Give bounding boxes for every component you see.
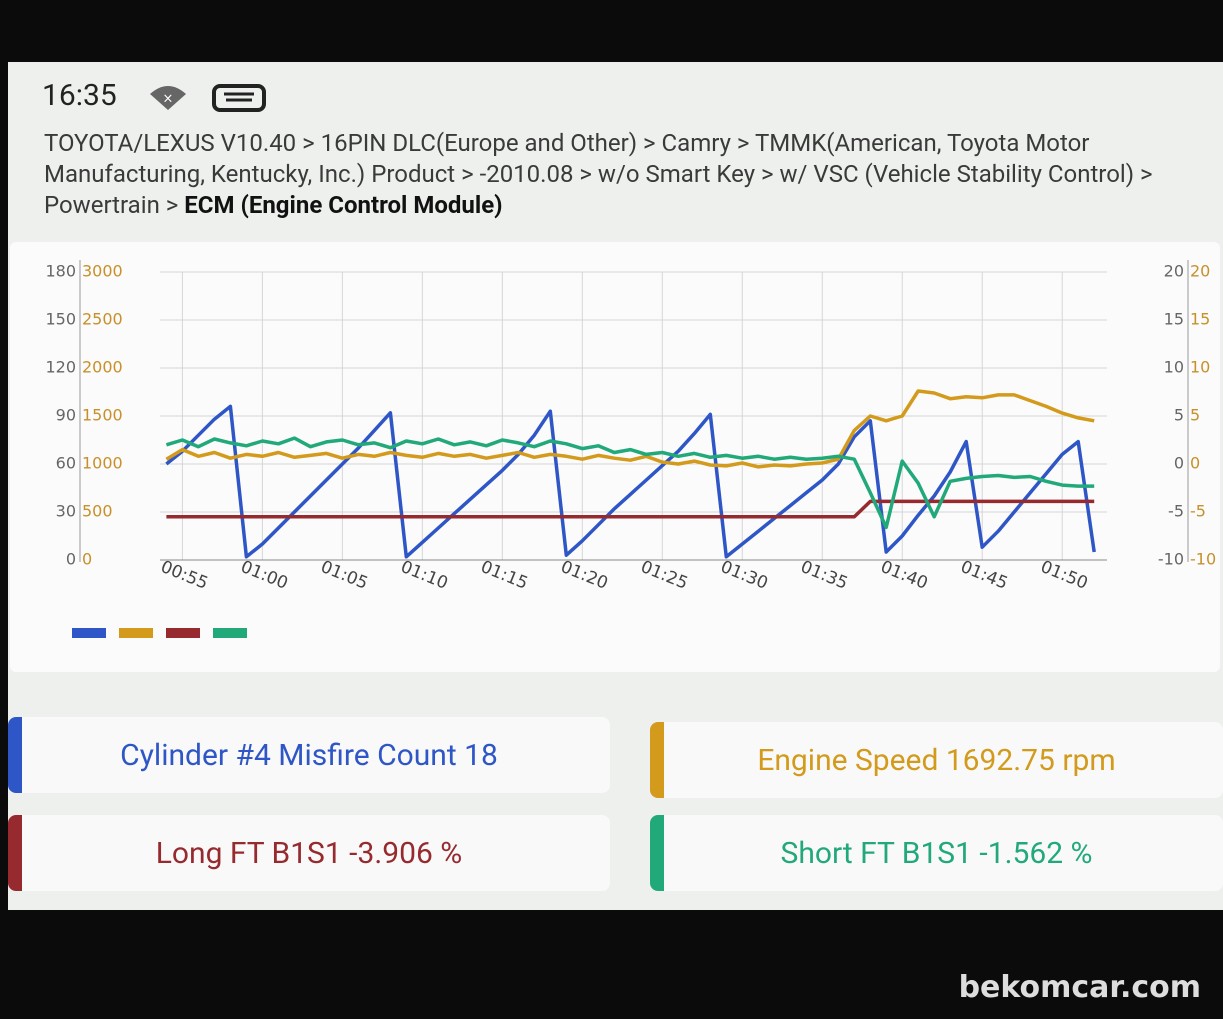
y-tick-label: 20 <box>1190 262 1210 281</box>
x-tick-label: 01:05 <box>318 557 371 594</box>
x-tick-label: 01:35 <box>798 557 851 594</box>
series-line <box>166 391 1094 467</box>
value-card: Cylinder #4 Misfire Count 18 <box>8 717 610 793</box>
legend-swatch <box>213 628 247 638</box>
series-line <box>166 438 1094 527</box>
screen: 16:35 × TOYOTA/LEXUS V10.40 > 16PIN DLC(… <box>8 62 1223 910</box>
card-stripe <box>650 815 664 891</box>
value-card: Engine Speed 1692.75 rpm <box>650 722 1223 798</box>
x-tick-label: 01:30 <box>718 557 771 594</box>
x-tick-label: 01:20 <box>558 557 611 594</box>
watermark: bekomcar.com <box>959 970 1201 1005</box>
y-tick-label: 10 <box>1190 358 1210 377</box>
wifi-x: × <box>163 92 174 107</box>
breadcrumb: TOYOTA/LEXUS V10.40 > 16PIN DLC(Europe a… <box>44 128 1184 221</box>
y-tick-label: 500 <box>82 502 113 521</box>
y-tick-label: 15 <box>1164 310 1184 329</box>
y-tick-label: 5 <box>1190 406 1200 425</box>
y-tick-label: -10 <box>1158 550 1184 569</box>
card-label: Long FT B1S1 -3.906 % <box>156 836 462 871</box>
card-stripe <box>650 722 664 798</box>
card-label: Short FT B1S1 -1.562 % <box>781 836 1093 871</box>
x-tick-label: 01:45 <box>958 557 1011 594</box>
y-tick-label: 1500 <box>82 406 123 425</box>
y-tick-label: 3000 <box>82 262 123 281</box>
value-card: Short FT B1S1 -1.562 % <box>650 815 1223 891</box>
x-tick-label: 01:50 <box>1038 557 1091 594</box>
y-tick-label: 0 <box>1174 454 1184 473</box>
series-line <box>166 501 1094 516</box>
y-tick-label: 1000 <box>82 454 123 473</box>
status-time: 16:35 <box>42 78 117 113</box>
y-tick-label: 0 <box>66 550 76 569</box>
x-tick-label: 01:10 <box>398 557 451 594</box>
y-tick-label: -5 <box>1190 502 1206 521</box>
x-tick-label: 01:40 <box>878 557 931 594</box>
page: 16:35 × TOYOTA/LEXUS V10.40 > 16PIN DLC(… <box>0 0 1223 1019</box>
x-tick-label: 00:55 <box>158 557 211 594</box>
card-label: Engine Speed 1692.75 rpm <box>757 743 1115 778</box>
y-tick-label: 120 <box>45 358 76 377</box>
card-label: Cylinder #4 Misfire Count 18 <box>120 738 498 773</box>
obd-pins <box>224 94 254 100</box>
x-tick-label: 01:25 <box>638 557 691 594</box>
chart: 0306090120150180050010001500200025003000… <box>10 242 1220 672</box>
legend-swatch <box>119 628 153 638</box>
y-tick-label: -10 <box>1190 550 1216 569</box>
y-tick-label: 30 <box>56 502 76 521</box>
y-tick-label: -5 <box>1168 502 1184 521</box>
y-tick-label: 2000 <box>82 358 123 377</box>
y-tick-label: 2500 <box>82 310 123 329</box>
card-stripe <box>8 717 22 793</box>
status-icons: × <box>148 82 268 114</box>
y-tick-label: 10 <box>1164 358 1184 377</box>
x-tick-label: 01:00 <box>238 557 291 594</box>
card-stripe <box>8 815 22 891</box>
y-tick-label: 180 <box>45 262 76 281</box>
obd-icon <box>214 86 264 110</box>
y-tick-label: 5 <box>1174 406 1184 425</box>
y-tick-label: 15 <box>1190 310 1210 329</box>
x-tick-label: 01:15 <box>478 557 531 594</box>
y-tick-label: 20 <box>1164 262 1184 281</box>
legend-swatch <box>72 628 106 638</box>
legend-swatch <box>166 628 200 638</box>
value-card: Long FT B1S1 -3.906 % <box>8 815 610 891</box>
y-tick-label: 60 <box>56 454 76 473</box>
y-tick-label: 90 <box>56 406 76 425</box>
breadcrumb-current: ECM (Engine Control Module) <box>184 191 502 219</box>
y-tick-label: 0 <box>82 550 92 569</box>
y-tick-label: 150 <box>45 310 76 329</box>
y-tick-label: 0 <box>1190 454 1200 473</box>
